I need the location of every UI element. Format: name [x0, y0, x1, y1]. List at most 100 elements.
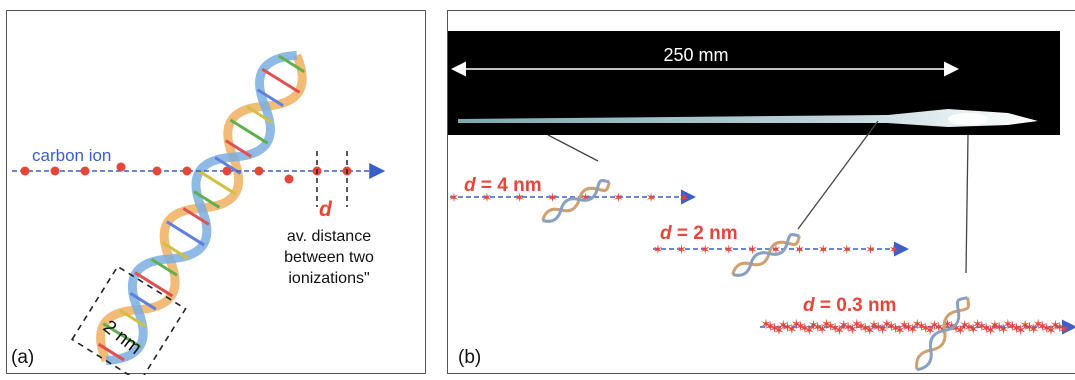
track-3-label: d = 0.3 nm	[803, 295, 896, 316]
ionization-star-icon: ✶	[998, 321, 1010, 337]
track-3-ionizations: ✶✶✶✶✶✶✶✶✶✶✶✶✶✶✶✶✶✶✶✶✶✶✶✶✶✶✶✶✶✶✶✶✶✶✶✶✶✶✶✶…	[760, 316, 1070, 338]
panel-a: 2 nm carbon ion d av. distance between t…	[6, 10, 426, 380]
panel-b-label: (b)	[458, 347, 481, 368]
panel-b: 250 mm d = 4 nm ✶ ✶ ✶ ✶ ✶ ✶ ✶ ✶ d = 2 nm ✶ ✶ ✶ ✶ ✶ ✶…	[447, 10, 1075, 374]
ionization-star-icon	[182, 166, 192, 176]
ionization-star-icon: ✶	[723, 242, 734, 257]
ionization-star-icon: ✶	[851, 316, 863, 332]
track-2-ionizations: ✶ ✶ ✶ ✶ ✶ ✶ ✶ ✶ ✶ ✶ ✶	[653, 242, 900, 257]
ionization-star-icon: ✶	[920, 320, 932, 336]
track-1-label: d = 4 nm	[464, 175, 542, 196]
ionization-star-icon: ✶	[929, 317, 941, 333]
ionization-star-icon: ✶	[777, 317, 789, 333]
annotation-line-1: av. distance	[287, 228, 371, 245]
ionization-star-icon: ✶	[942, 316, 954, 332]
ionization-star-icon: ✶	[676, 242, 687, 257]
ionization-star-icon: ✶	[985, 322, 997, 338]
ionization-markers	[20, 162, 352, 184]
ionization-star-icon: ✶	[864, 322, 876, 338]
ionization-star-icon: ✶	[700, 242, 711, 257]
ionization-star-icon: ✶	[818, 242, 829, 257]
ionization-star-icon: ✶	[1028, 321, 1040, 337]
ionization-star-icon: ✶	[881, 316, 893, 332]
ionization-star-icon: ✶	[613, 190, 624, 205]
ionization-star-icon	[152, 166, 162, 176]
ionization-star-icon: ✶	[1037, 318, 1049, 334]
ionization-star-icon: ✶	[855, 318, 867, 334]
ionization-star-icon: ✶	[1011, 320, 1023, 336]
ionization-star-icon	[50, 166, 60, 176]
ionization-star-icon: ✶	[821, 316, 833, 332]
ionization-star-icon: ✶	[911, 316, 923, 332]
ionization-star-icon: ✶	[903, 319, 915, 335]
ionization-star-icon	[20, 166, 30, 176]
ionization-star-icon: ✶	[868, 317, 880, 333]
ionization-star-icon: ✶	[1054, 319, 1066, 335]
ionization-star-icon: ✶	[834, 322, 846, 338]
ionization-star-icon: ✶	[1041, 320, 1053, 336]
ionization-star-icon: ✶	[924, 322, 936, 338]
annotation-line-2: between two	[284, 249, 374, 266]
ionization-star-icon: ✶	[747, 242, 758, 257]
ionization-star-icon: ✶	[799, 320, 811, 336]
ionization-star-icon	[284, 174, 294, 184]
ionization-star-icon: ✶	[580, 190, 591, 205]
ionization-star-icon: ✶	[1024, 319, 1036, 335]
ionization-star-icon: ✶	[1019, 317, 1031, 333]
ionization-star-icon: ✶	[449, 190, 460, 205]
ionization-star-icon: ✶	[894, 322, 906, 338]
ionization-star-icon: ✶	[838, 317, 850, 333]
ionization-star-icon: ✶	[950, 320, 962, 336]
ionization-star-icon: ✶	[946, 318, 958, 334]
ionization-star-icon: ✶	[760, 316, 772, 332]
carbon-beam-image	[458, 109, 1038, 127]
ionization-star-icon: ✶	[782, 319, 794, 335]
ionization-star-icon: ✶	[872, 319, 884, 335]
ionization-star-icon: ✶	[963, 319, 975, 335]
ionization-star-icon: ✶	[795, 318, 807, 334]
ionization-star-icon: ✶	[816, 321, 828, 337]
ionization-star-icon: ✶	[841, 242, 852, 257]
ionization-star-icon: ✶	[1006, 318, 1018, 334]
ionization-star-icon: ✶	[959, 317, 971, 333]
connector-3	[965, 134, 969, 274]
ionization-star-icon: ✶	[653, 242, 664, 257]
ionization-star-icon: ✶	[847, 321, 859, 337]
ionization-star-icon: ✶	[916, 318, 928, 334]
ionization-star-icon: ✶	[933, 319, 945, 335]
ionization-star-icon: ✶	[842, 319, 854, 335]
ionization-star-icon: ✶	[764, 318, 776, 334]
ionization-star-icon: ✶	[786, 321, 798, 337]
ionization-star-icon: ✶	[825, 318, 837, 334]
panel-a-diagram: 2 nm carbon ion d av. distance between t…	[11, 50, 386, 380]
ionization-star-icon: ✶	[773, 322, 785, 338]
dna-helix-icon	[915, 296, 970, 372]
ionization-star-icon: ✶	[1058, 321, 1070, 337]
ionization-star-icon: ✶	[481, 190, 492, 205]
ionization-star-icon: ✶	[1050, 317, 1062, 333]
ionization-star-icon	[222, 166, 232, 176]
ionization-star-icon: ✶	[1045, 322, 1057, 338]
ionization-star-icon: ✶	[993, 319, 1005, 335]
ionization-star-icon: ✶	[646, 190, 657, 205]
dna-helix-icon	[731, 233, 801, 277]
annotation-line-3: ionizations"	[288, 270, 369, 287]
ionization-star-icon: ✶	[976, 318, 988, 334]
ionization-star-icon: ✶	[803, 322, 815, 338]
ionization-star-icon: ✶	[514, 190, 525, 205]
track-2-label: d = 2 nm	[660, 223, 738, 244]
ionization-star-icon: ✶	[989, 317, 1001, 333]
ionization-star-icon: ✶	[890, 320, 902, 336]
ionization-star-icon: ✶	[889, 242, 900, 257]
ionization-star-icon: ✶	[859, 320, 871, 336]
ionization-star-icon: ✶	[1032, 316, 1044, 332]
panel-a-label: (a)	[11, 347, 34, 368]
ionization-star-icon: ✶	[898, 317, 910, 333]
d-symbol: d	[319, 198, 333, 221]
ionization-star-icon: ✶	[907, 321, 919, 337]
ionization-star-icon: ✶	[877, 321, 889, 337]
track-1-ionizations: ✶ ✶ ✶ ✶ ✶ ✶ ✶ ✶	[449, 190, 690, 205]
ionization-star-icon: ✶	[967, 321, 979, 337]
ionization-star-icon: ✶	[808, 317, 820, 333]
ionization-star-icon: ✶	[972, 316, 984, 332]
